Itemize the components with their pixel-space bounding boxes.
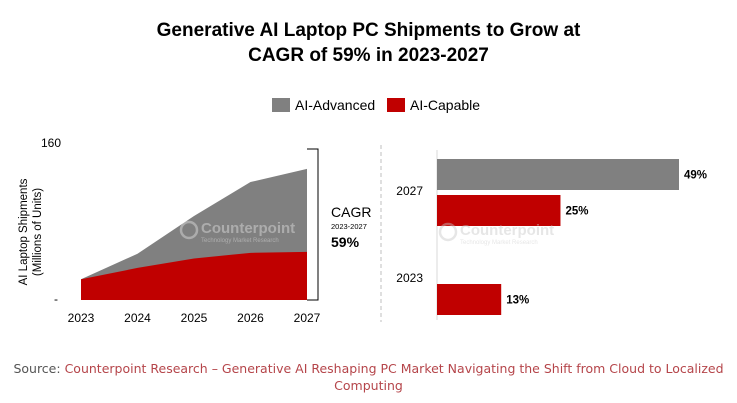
legend-label-ai-capable: AI-Capable bbox=[410, 97, 481, 113]
legend-swatch-ai-advanced bbox=[272, 98, 290, 112]
x-tick-label: 2024 bbox=[124, 311, 151, 325]
watermark-logo-icon bbox=[179, 220, 199, 240]
legend-item-ai-capable: AI-Capable bbox=[387, 97, 480, 113]
cagr-callout: CAGR 2023-2027 59% bbox=[307, 148, 371, 301]
source-link[interactable]: Counterpoint Research – Generative AI Re… bbox=[64, 361, 724, 393]
y-axis-title: AI Laptop Shipments (Millions of Units) bbox=[18, 178, 44, 285]
watermark-tagline-right: Technology Market Research bbox=[460, 240, 538, 246]
y-tick-label-max: 160 bbox=[41, 136, 61, 150]
bar-data-label: 13% bbox=[506, 295, 529, 307]
x-tick-label: 2023 bbox=[68, 311, 95, 325]
watermark-name: Counterpoint bbox=[201, 220, 295, 237]
source-lead: Source: bbox=[13, 361, 61, 376]
bar-ai-capable-2023 bbox=[437, 284, 502, 315]
chart-title-line-2: CAGR of 59% in 2023-2027 bbox=[248, 45, 489, 66]
bar-ai-capable-2027 bbox=[437, 195, 561, 226]
legend-swatch-ai-capable bbox=[387, 98, 405, 112]
legend-item-ai-advanced: AI-Advanced bbox=[272, 97, 375, 113]
watermark-tagline: Technology Market Research bbox=[201, 238, 279, 244]
cagr-bracket bbox=[307, 148, 319, 301]
chart-title-line-1: Generative AI Laptop PC Shipments to Gro… bbox=[156, 20, 581, 41]
watermark-logo-icon-right bbox=[438, 222, 458, 242]
bar-data-label: 25% bbox=[565, 206, 588, 218]
y-axis-title-line: (Millions of Units) bbox=[32, 188, 44, 276]
bar-chart: 2027 49% 25% 2023 13% bbox=[396, 150, 707, 320]
watermark-name-right: Counterpoint bbox=[460, 222, 554, 239]
bar-ai-advanced-2027 bbox=[437, 159, 679, 190]
x-tick-label: 2027 bbox=[294, 311, 321, 325]
bar-category-label: 2023 bbox=[396, 271, 423, 285]
watermark-right: Counterpoint Technology Market Research bbox=[438, 222, 554, 246]
x-tick-label: 2025 bbox=[181, 311, 208, 325]
area-series-ai-capable bbox=[81, 251, 307, 300]
y-axis-title-line: AI Laptop Shipments bbox=[18, 178, 30, 285]
cagr-label: CAGR bbox=[331, 204, 371, 220]
x-tick-label: 2026 bbox=[237, 311, 264, 325]
legend: AI-Advanced AI-Capable bbox=[0, 97, 737, 117]
cagr-period: 2023-2027 bbox=[331, 222, 367, 231]
y-tick-label-min: - bbox=[54, 292, 58, 306]
source-note: Source: Counterpoint Research – Generati… bbox=[0, 360, 737, 394]
chart-title: Generative AI Laptop PC Shipments to Gro… bbox=[0, 18, 737, 68]
legend-label-ai-advanced: AI-Advanced bbox=[295, 97, 376, 113]
cagr-value: 59% bbox=[331, 234, 360, 250]
watermark-left: Counterpoint Technology Market Research bbox=[179, 220, 295, 244]
bar-data-label: 49% bbox=[684, 170, 707, 182]
bar-category-label: 2027 bbox=[396, 184, 423, 198]
